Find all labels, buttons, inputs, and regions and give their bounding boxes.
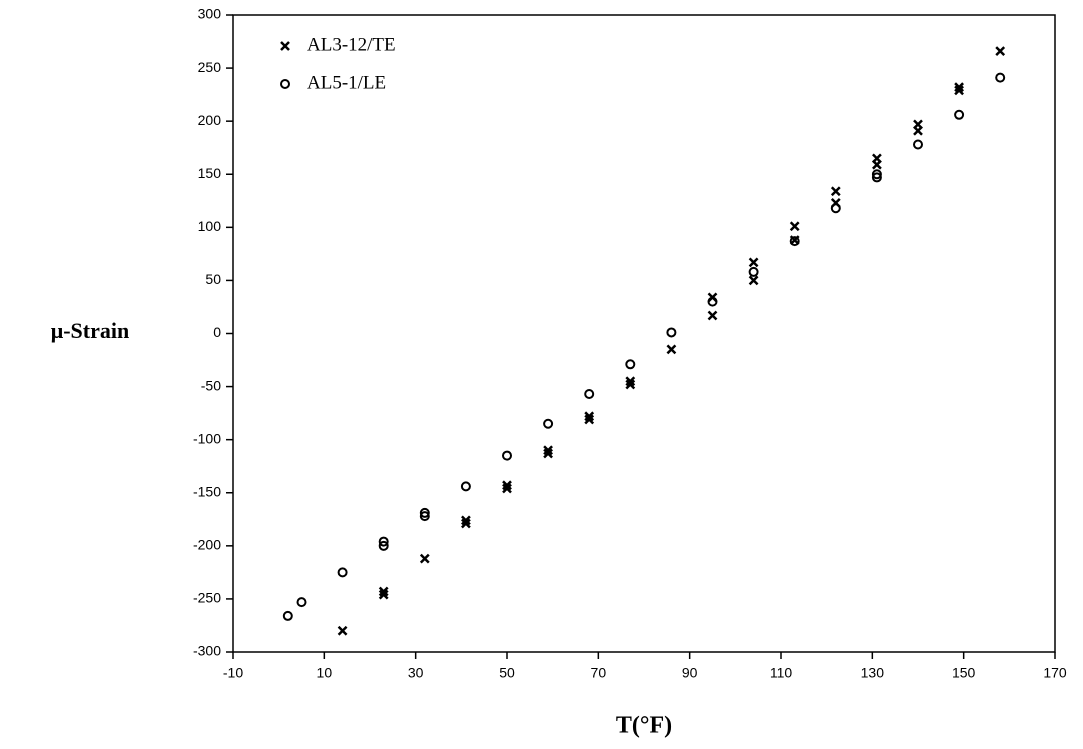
x-marker bbox=[789, 221, 800, 232]
y-tick-label: 250 bbox=[198, 59, 222, 75]
x-marker bbox=[995, 46, 1006, 56]
x-marker bbox=[337, 625, 348, 636]
x-marker bbox=[830, 186, 841, 197]
x-tick-label: 30 bbox=[408, 665, 424, 681]
x-marker bbox=[502, 483, 512, 494]
y-tick-label: 50 bbox=[205, 271, 221, 287]
x-marker bbox=[584, 414, 595, 425]
circle-marker bbox=[707, 296, 718, 307]
y-axis-label: μ-Strain bbox=[51, 318, 129, 343]
x-marker bbox=[461, 518, 471, 529]
x-marker bbox=[461, 515, 471, 526]
x-marker bbox=[543, 445, 553, 456]
x-tick-label: 130 bbox=[861, 665, 885, 681]
x-marker bbox=[625, 376, 636, 387]
circle-marker bbox=[419, 507, 430, 518]
x-tick-label: 150 bbox=[952, 665, 976, 681]
y-tick-label: -150 bbox=[193, 483, 221, 499]
x-marker bbox=[584, 411, 595, 422]
x-marker bbox=[872, 153, 882, 164]
circle-marker bbox=[830, 203, 841, 214]
y-tick-label: -250 bbox=[193, 590, 221, 606]
x-marker bbox=[280, 41, 290, 51]
x-marker bbox=[378, 589, 389, 600]
circle-marker bbox=[748, 266, 759, 277]
circle-marker bbox=[419, 511, 430, 522]
x-marker bbox=[707, 310, 718, 321]
circle-marker bbox=[913, 139, 923, 150]
circle-marker bbox=[584, 389, 595, 400]
y-tick-label: -50 bbox=[201, 377, 221, 393]
circle-marker bbox=[296, 597, 307, 608]
y-tick-label: 300 bbox=[198, 6, 222, 22]
x-tick-label: 170 bbox=[1043, 665, 1067, 681]
circle-marker bbox=[625, 359, 636, 370]
y-tick-label: -300 bbox=[193, 643, 221, 659]
x-tick-label: 70 bbox=[591, 665, 607, 681]
x-tick-label: 110 bbox=[770, 665, 793, 681]
circle-marker bbox=[871, 169, 882, 180]
x-marker bbox=[666, 344, 677, 355]
circle-marker bbox=[789, 236, 800, 247]
circle-marker bbox=[280, 79, 290, 89]
circle-marker bbox=[378, 536, 389, 547]
circle-marker bbox=[282, 610, 293, 621]
circle-marker bbox=[502, 450, 512, 461]
legend-label: AL3-12/TE bbox=[307, 34, 396, 55]
circle-marker bbox=[871, 172, 882, 183]
x-marker bbox=[913, 119, 923, 130]
x-tick-label: -10 bbox=[223, 665, 243, 681]
x-marker bbox=[419, 553, 430, 564]
y-tick-label: 0 bbox=[213, 324, 221, 340]
x-marker bbox=[954, 85, 964, 96]
x-marker bbox=[748, 275, 759, 286]
y-tick-label: 200 bbox=[198, 112, 222, 128]
circle-marker bbox=[543, 418, 554, 429]
x-tick-label: 90 bbox=[682, 665, 698, 681]
y-tick-label: 150 bbox=[198, 165, 222, 181]
x-tick-label: 10 bbox=[317, 665, 333, 681]
circle-marker bbox=[378, 540, 389, 551]
y-tick-label: -200 bbox=[193, 537, 221, 553]
legend-label: AL5-1/LE bbox=[307, 72, 386, 93]
x-tick-label: 50 bbox=[499, 665, 515, 681]
circle-marker bbox=[337, 567, 348, 578]
circle-marker bbox=[954, 109, 965, 120]
y-tick-label: 100 bbox=[198, 218, 222, 234]
plot-frame bbox=[232, 14, 1056, 653]
y-tick-label: -100 bbox=[193, 430, 221, 446]
x-marker bbox=[543, 448, 553, 459]
circle-marker bbox=[995, 72, 1006, 83]
x-marker bbox=[502, 480, 512, 491]
x-axis-label: T(°F) bbox=[616, 713, 672, 739]
circle-marker bbox=[666, 327, 677, 338]
x-marker bbox=[748, 257, 759, 268]
circle-marker bbox=[460, 481, 471, 492]
x-marker bbox=[954, 82, 964, 93]
x-marker bbox=[378, 586, 389, 597]
x-marker bbox=[625, 379, 636, 390]
